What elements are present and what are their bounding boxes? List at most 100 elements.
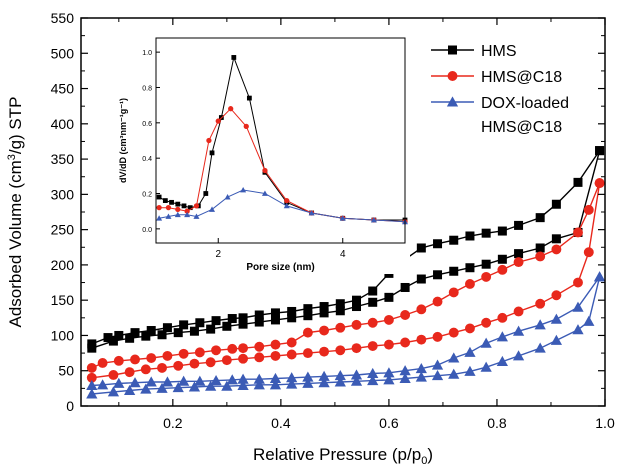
legend-label: HMS@C18 [481, 69, 562, 86]
data-point-0-desorption [465, 231, 475, 241]
data-point-0-adsorption [125, 333, 135, 343]
data-point-1-adsorption [573, 277, 583, 288]
data-point-0-adsorption [189, 326, 199, 336]
inset-data-point-1 [193, 203, 200, 209]
inset-data-point-2 [165, 213, 172, 219]
legend-label: DOX-loaded [481, 95, 569, 112]
data-point-2-desorption [415, 362, 427, 374]
data-point-2-desorption [286, 372, 298, 383]
data-point-0-adsorption [481, 259, 491, 269]
data-point-0-adsorption [384, 292, 394, 302]
inset-plot-frame [155, 37, 406, 244]
data-point-1-adsorption [448, 327, 459, 338]
inset-data-point-0 [162, 198, 168, 203]
data-point-1-desorption [513, 257, 524, 268]
inset-data-point-1 [284, 197, 290, 204]
data-point-0-desorption [449, 235, 459, 245]
y-tick-label: 150 [51, 292, 75, 308]
data-point-0-desorption [103, 333, 113, 343]
data-point-2-desorption [334, 370, 346, 381]
inset-y-tick-label: 1.0 [142, 50, 152, 57]
data-point-1-adsorption [270, 350, 281, 361]
data-point-1-desorption [383, 314, 394, 325]
data-point-0-desorption [87, 339, 97, 349]
x-tick-label: 0.2 [163, 415, 183, 431]
data-point-1-adsorption [319, 346, 330, 357]
data-point-2-adsorption [448, 368, 460, 379]
data-point-0-desorption [497, 226, 507, 236]
inset-data-point-2 [339, 215, 346, 221]
data-point-0-desorption [595, 146, 605, 156]
inset-data-point-0 [246, 95, 252, 101]
data-point-1-desorption [367, 317, 378, 328]
data-point-2-desorption [318, 370, 330, 381]
data-point-0-adsorption [108, 336, 118, 346]
data-point-2-desorption [534, 319, 546, 330]
data-point-1-desorption [178, 348, 189, 359]
data-point-2-desorption [269, 372, 282, 383]
data-point-0-adsorption [238, 319, 248, 329]
y-tick-label: 500 [51, 45, 75, 61]
data-point-2-adsorption [107, 386, 120, 397]
data-point-0-desorption [551, 199, 561, 209]
data-point-0-adsorption [206, 324, 216, 334]
data-point-2-desorption [572, 301, 584, 312]
legend-label-line2: HMS@C18 [481, 119, 562, 136]
data-point-2-adsorption [415, 371, 427, 382]
data-point-0-desorption [195, 318, 205, 328]
data-point-1-desorption [573, 227, 583, 238]
data-point-0-desorption [114, 330, 124, 340]
x-axis-label-tail: ) [427, 445, 433, 464]
data-point-2-desorption [210, 374, 222, 386]
data-point-0-adsorption [141, 331, 151, 341]
y-tick-labels: 0 50 100 150 200 250 300 350 400 450 500 550 [51, 10, 75, 414]
inset-data-point-2 [283, 202, 290, 209]
inset-x-tick-label: 2 [215, 249, 221, 260]
y-axis-label-tail: /g) STP [6, 97, 25, 155]
inset-data-point-2 [209, 206, 216, 212]
y-tick-label: 0 [66, 398, 74, 414]
data-point-0-desorption [162, 323, 172, 333]
data-point-0-adsorption [254, 317, 264, 327]
data-point-2-adsorption [269, 379, 282, 390]
data-point-2-adsorption [188, 381, 201, 392]
data-point-2-adsorption [480, 361, 492, 372]
data-point-0-desorption [319, 302, 329, 312]
inset-data-point-2 [193, 213, 200, 219]
data-point-0-desorption [270, 308, 280, 318]
legend-label: HMS [481, 43, 517, 60]
data-point-0-adsorption [514, 249, 524, 259]
y-tick-label: 350 [51, 151, 75, 167]
data-point-1-adsorption [238, 353, 249, 364]
data-point-2-desorption [237, 373, 249, 384]
data-point-2-adsorption [302, 377, 314, 388]
inset-background [108, 30, 410, 274]
data-point-0-desorption [287, 306, 297, 316]
data-point-2-desorption [194, 375, 206, 386]
data-point-0-desorption [535, 213, 545, 223]
data-point-2-adsorption [496, 355, 508, 367]
data-point-1-desorption [146, 353, 157, 363]
data-point-2-desorption [464, 346, 476, 357]
inset-data-point-2 [156, 215, 163, 221]
data-point-1-adsorption [86, 372, 97, 383]
data-point-0-adsorption [368, 297, 378, 307]
inset-data-point-1 [215, 118, 221, 124]
data-point-0-adsorption [222, 321, 232, 331]
data-point-1-desorption [535, 251, 546, 262]
data-point-1-desorption [162, 350, 173, 361]
inset-axis-ticks [156, 51, 344, 243]
data-point-2-adsorption [221, 380, 233, 391]
inset-data-point-1 [156, 205, 162, 211]
data-point-2-desorption [399, 365, 411, 376]
data-point-1-adsorption [367, 341, 378, 351]
data-point-1-desorption [211, 345, 222, 356]
data-point-0-desorption [227, 314, 237, 324]
data-point-2-desorption [350, 369, 363, 380]
data-point-1-adsorption [583, 247, 594, 258]
y-axis-label-main: Adsorbed Volume (cm [6, 160, 25, 327]
y-tick-label: 100 [51, 327, 75, 343]
data-point-0-adsorption [173, 328, 183, 338]
data-point-0-adsorption [449, 266, 459, 276]
